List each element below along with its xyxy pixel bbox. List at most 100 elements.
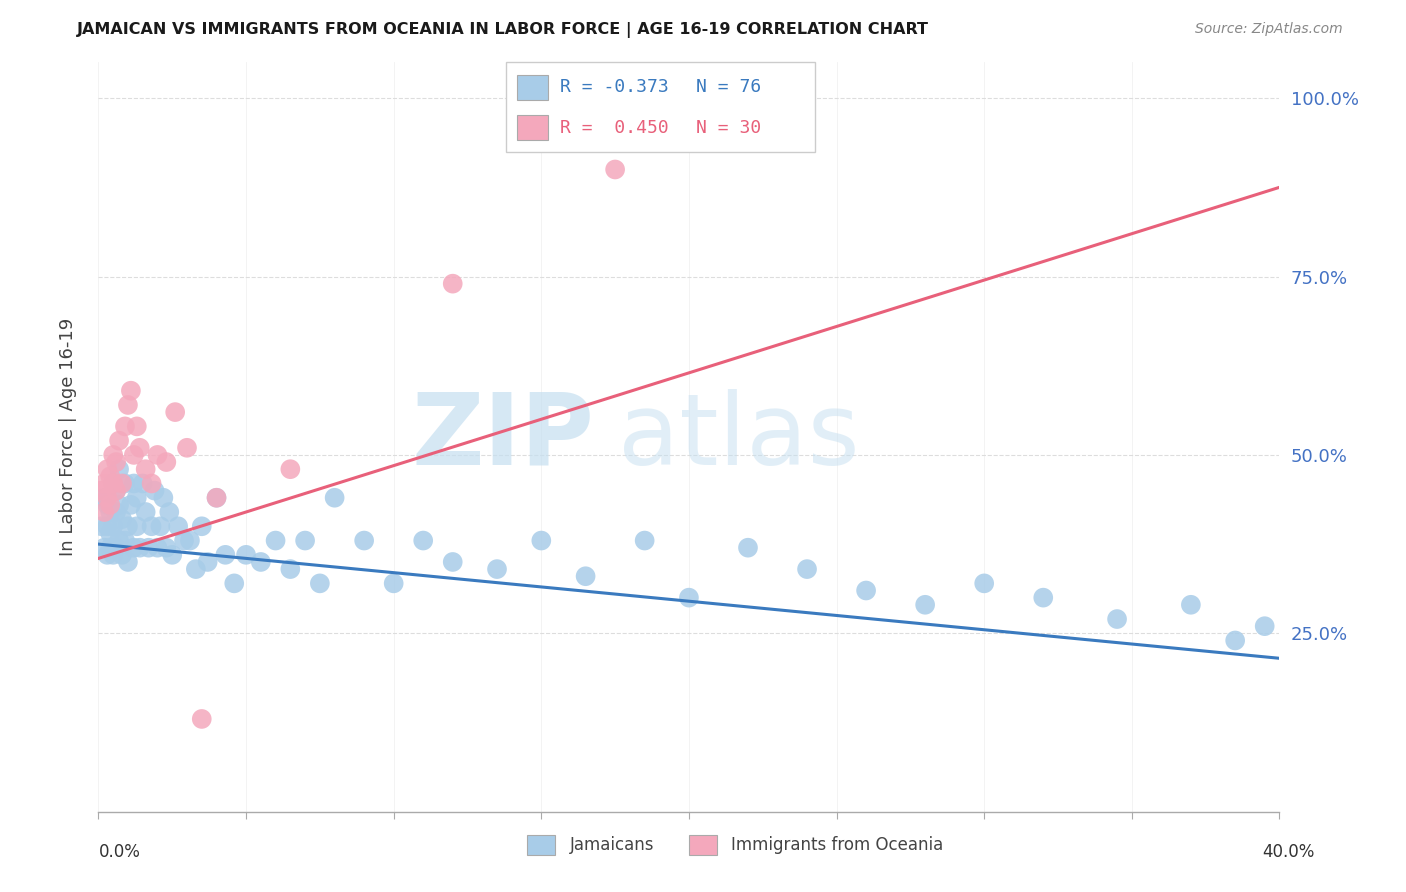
Point — [157, 505, 180, 519]
Point — [122, 476, 145, 491]
Text: 40.0%: 40.0% — [1263, 843, 1315, 861]
Point — [98, 498, 121, 512]
Point — [353, 533, 375, 548]
Point — [141, 476, 163, 491]
Point — [143, 483, 166, 498]
Point — [191, 519, 214, 533]
Point — [96, 498, 118, 512]
Point — [152, 491, 174, 505]
Point — [93, 505, 115, 519]
Point — [125, 519, 148, 533]
Point — [90, 519, 112, 533]
Point — [441, 277, 464, 291]
Point — [105, 483, 128, 498]
Point — [197, 555, 219, 569]
Point — [132, 476, 155, 491]
Point — [98, 526, 121, 541]
Y-axis label: In Labor Force | Age 16-19: In Labor Force | Age 16-19 — [59, 318, 77, 557]
Point — [128, 541, 150, 555]
Point — [280, 462, 302, 476]
Point — [162, 548, 183, 562]
Text: atlas: atlas — [619, 389, 859, 485]
Point — [103, 448, 125, 462]
Point — [441, 555, 464, 569]
Point — [250, 555, 273, 569]
Point — [165, 405, 187, 419]
Point — [914, 598, 936, 612]
Point — [167, 519, 190, 533]
Point — [224, 576, 246, 591]
Point — [93, 541, 115, 555]
Point — [309, 576, 332, 591]
Point — [176, 441, 198, 455]
Point — [138, 541, 160, 555]
Point — [146, 541, 169, 555]
Point — [98, 505, 121, 519]
Point — [93, 491, 115, 505]
Point — [128, 441, 150, 455]
Text: Immigrants from Oceania: Immigrants from Oceania — [731, 836, 943, 854]
Point — [530, 533, 553, 548]
Point — [105, 541, 128, 555]
Point — [855, 583, 877, 598]
Point — [105, 505, 128, 519]
Text: N = 76: N = 76 — [696, 78, 761, 96]
Point — [796, 562, 818, 576]
Point — [678, 591, 700, 605]
Point — [179, 533, 201, 548]
Point — [173, 533, 195, 548]
Point — [191, 712, 214, 726]
Point — [120, 384, 142, 398]
Point — [108, 462, 131, 476]
Point — [605, 162, 627, 177]
Point — [205, 491, 228, 505]
Point — [280, 562, 302, 576]
Point — [108, 498, 131, 512]
Point — [737, 541, 759, 555]
Point — [98, 541, 121, 555]
Point — [114, 476, 136, 491]
Point — [117, 519, 139, 533]
Text: ZIP: ZIP — [412, 389, 595, 485]
Point — [294, 533, 316, 548]
Text: Jamaicans: Jamaicans — [569, 836, 654, 854]
Point — [96, 519, 118, 533]
Point — [117, 555, 139, 569]
Point — [135, 462, 157, 476]
Point — [96, 548, 118, 562]
Text: N = 30: N = 30 — [696, 119, 761, 136]
Point — [235, 548, 257, 562]
Point — [114, 419, 136, 434]
Point — [135, 505, 157, 519]
Point — [1225, 633, 1247, 648]
Point — [214, 548, 236, 562]
Point — [108, 533, 131, 548]
Point — [412, 533, 434, 548]
Point — [105, 483, 128, 498]
Point — [323, 491, 346, 505]
Point — [973, 576, 995, 591]
Point — [184, 562, 207, 576]
Point — [96, 491, 118, 505]
Point — [264, 533, 287, 548]
Point — [125, 419, 148, 434]
Point — [382, 576, 405, 591]
Point — [114, 533, 136, 548]
Point — [634, 533, 657, 548]
Point — [205, 491, 228, 505]
Point — [111, 476, 134, 491]
Point — [1107, 612, 1129, 626]
Point — [120, 498, 142, 512]
Point — [486, 562, 509, 576]
Point — [125, 491, 148, 505]
Point — [146, 448, 169, 462]
Point — [103, 548, 125, 562]
Point — [105, 455, 128, 469]
Text: R = -0.373: R = -0.373 — [560, 78, 668, 96]
Point — [575, 569, 598, 583]
Text: Source: ZipAtlas.com: Source: ZipAtlas.com — [1195, 22, 1343, 37]
Point — [108, 434, 131, 448]
Point — [98, 469, 121, 483]
Point — [149, 519, 172, 533]
Point — [141, 519, 163, 533]
